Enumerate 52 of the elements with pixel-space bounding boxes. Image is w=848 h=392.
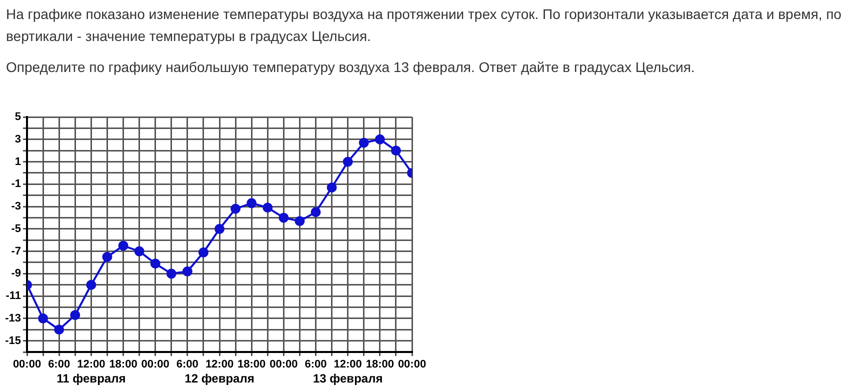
point	[342, 156, 353, 167]
point	[358, 138, 369, 148]
y-tick-label: -9	[11, 268, 21, 280]
x-tick-label: 00:00	[141, 358, 170, 371]
point	[38, 313, 48, 324]
point	[166, 268, 176, 279]
x-tick-label: 12:00	[205, 358, 234, 371]
point	[118, 240, 128, 251]
y-tick-label: 1	[14, 156, 21, 168]
point	[54, 324, 64, 335]
text: 12 февраля	[184, 371, 254, 386]
x-tick-label: 18:00	[238, 358, 266, 371]
y-tick-label: -3	[11, 200, 21, 213]
point	[102, 252, 112, 262]
y-tick-label: -5	[11, 222, 21, 235]
y-tick-label: -11	[6, 290, 21, 302]
y-tick-label: -15	[5, 334, 21, 347]
y-tick-label: -1	[11, 178, 21, 190]
x-tick-label: 18:00	[109, 358, 138, 371]
x-tick-label: 6:00	[48, 358, 70, 371]
point	[374, 134, 385, 144]
point	[214, 224, 224, 234]
y-tick-label: 5	[14, 111, 21, 124]
text: 13 февраля	[312, 371, 383, 386]
point	[70, 310, 80, 320]
point	[246, 198, 257, 208]
point	[86, 280, 96, 290]
point	[134, 246, 144, 256]
point	[278, 212, 289, 223]
y-tick-label: 3	[14, 133, 21, 146]
point	[230, 204, 241, 214]
y-tick-label: -13	[5, 312, 21, 324]
x-tick-label: 18:00	[366, 358, 394, 371]
text: 11 февраля	[56, 371, 126, 386]
x-tick-label: 12:00	[334, 358, 362, 371]
x-tick-label: 6:00	[176, 358, 198, 371]
point	[198, 247, 208, 258]
x-tick-label: 00:00	[270, 358, 298, 371]
x-tick-label: 6:00	[304, 358, 327, 371]
chart-subtitle: Определите по графику наибольшую температуру воздуха 13 февраля. Ответ дайте в градусах Цельсия.	[6, 58, 696, 77]
point	[294, 216, 305, 226]
point	[150, 258, 160, 269]
x-tick-label: 12:00	[77, 358, 106, 371]
point	[182, 266, 192, 276]
point	[390, 146, 401, 156]
y-tick-label: -7	[11, 245, 21, 258]
chart-title: На графике показано изменение температуры воздуха на протяжении трех суток. По горизонтали указывается дата и время, по вертикали - значение температуры в градусах Цельсия.	[6, 5, 842, 46]
x-tick-label: 00:00	[398, 358, 426, 371]
x-tick-label: 00:00	[12, 358, 42, 371]
point	[262, 202, 273, 213]
point	[310, 207, 321, 218]
point	[326, 182, 337, 192]
